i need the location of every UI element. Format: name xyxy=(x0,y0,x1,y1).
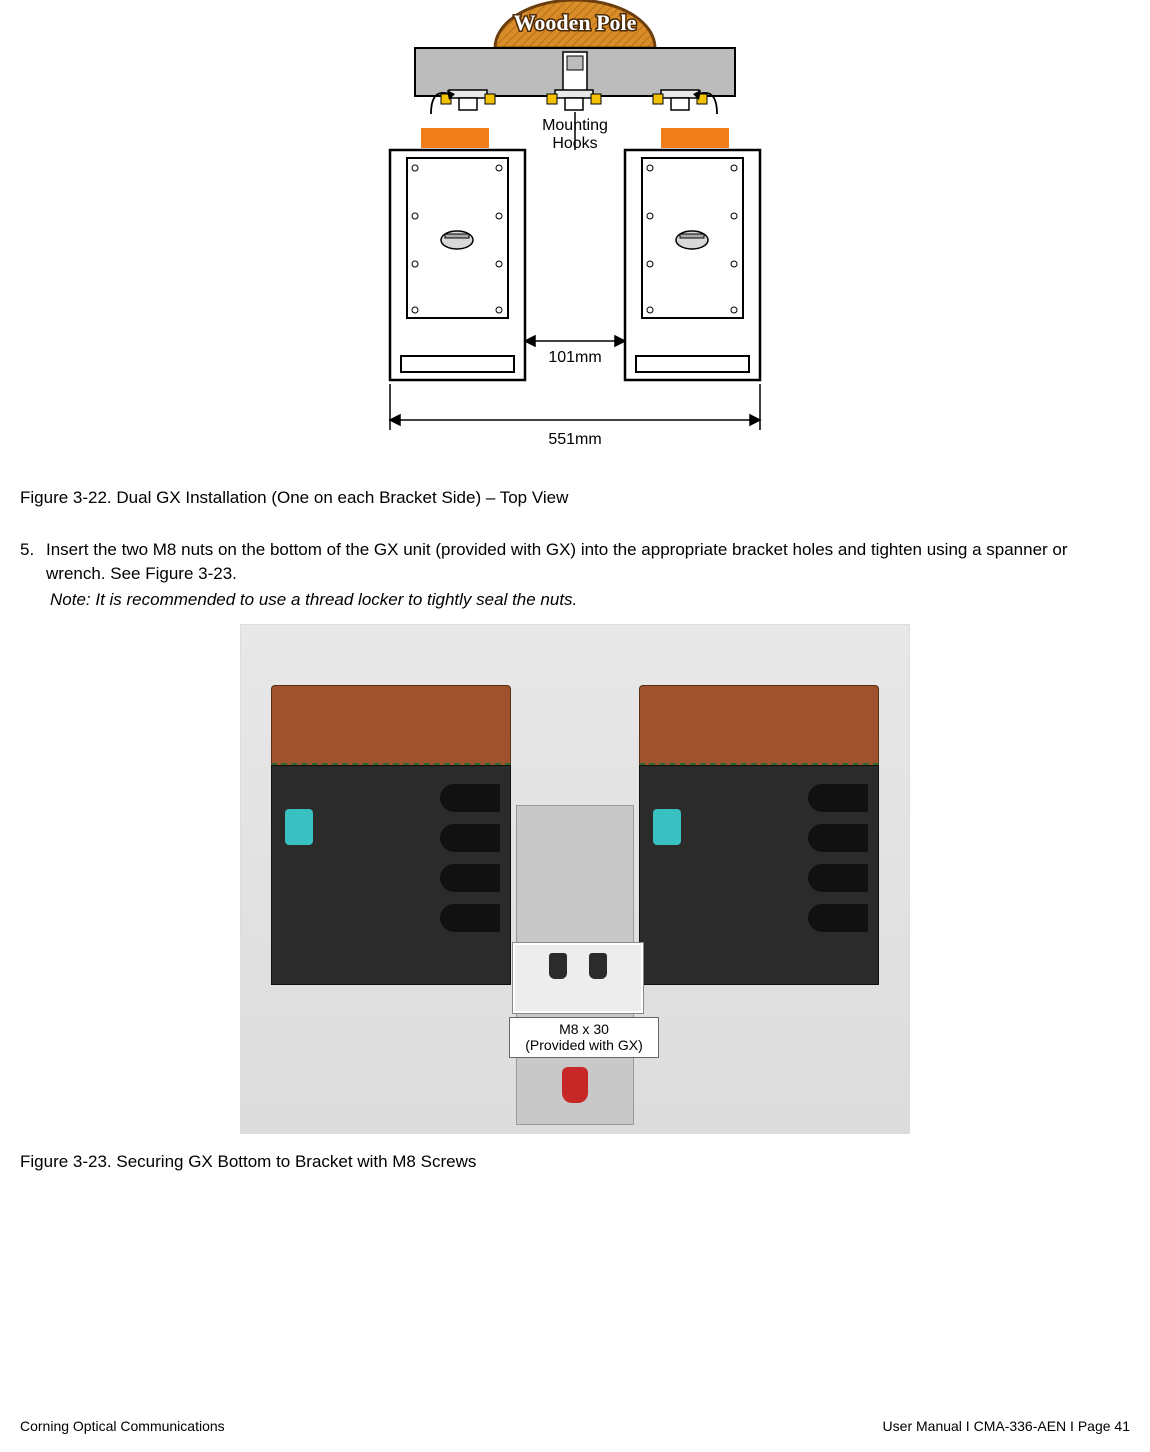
pole-label: Wooden Pole xyxy=(514,10,637,35)
diagram-securing-bottom: M8 x 30 (Provided with GX) xyxy=(240,624,910,1134)
gx-unit-right xyxy=(625,150,760,380)
page-footer: Corning Optical Communications User Manu… xyxy=(20,1418,1130,1434)
callout-m8: M8 x 30 (Provided with GX) xyxy=(509,1017,659,1059)
mounting-hooks-label-1: Mounting xyxy=(542,117,608,134)
figure-2-caption: Figure 3-23. Securing GX Bottom to Brack… xyxy=(20,1152,1130,1172)
dim-overall xyxy=(390,384,760,430)
diagram-top-view: Wooden Pole xyxy=(295,0,855,470)
dim-gap-label: 101mm xyxy=(548,349,601,366)
figure-1-caption: Figure 3-22. Dual GX Installation (One o… xyxy=(20,488,1130,508)
step-number: 5. xyxy=(20,538,46,586)
callout-line2: (Provided with GX) xyxy=(525,1037,642,1053)
figure-1-container: Wooden Pole xyxy=(20,0,1130,470)
step-5: 5. Insert the two M8 nuts on the bottom … xyxy=(20,538,1130,586)
step-text: Insert the two M8 nuts on the bottom of … xyxy=(46,538,1130,586)
footer-right: User Manual I CMA-336-AEN I Page 41 xyxy=(883,1418,1130,1434)
dim-overall-label: 551mm xyxy=(548,431,601,448)
hook-group xyxy=(431,90,717,114)
figure-2-container: M8 x 30 (Provided with GX) xyxy=(20,624,1130,1134)
gx-unit-left xyxy=(390,150,525,380)
footer-left: Corning Optical Communications xyxy=(20,1418,225,1434)
step-note: Note: It is recommended to use a thread … xyxy=(50,590,1130,610)
mounting-hooks-label-2: Hooks xyxy=(552,135,597,152)
callout-line1: M8 x 30 xyxy=(559,1021,609,1037)
